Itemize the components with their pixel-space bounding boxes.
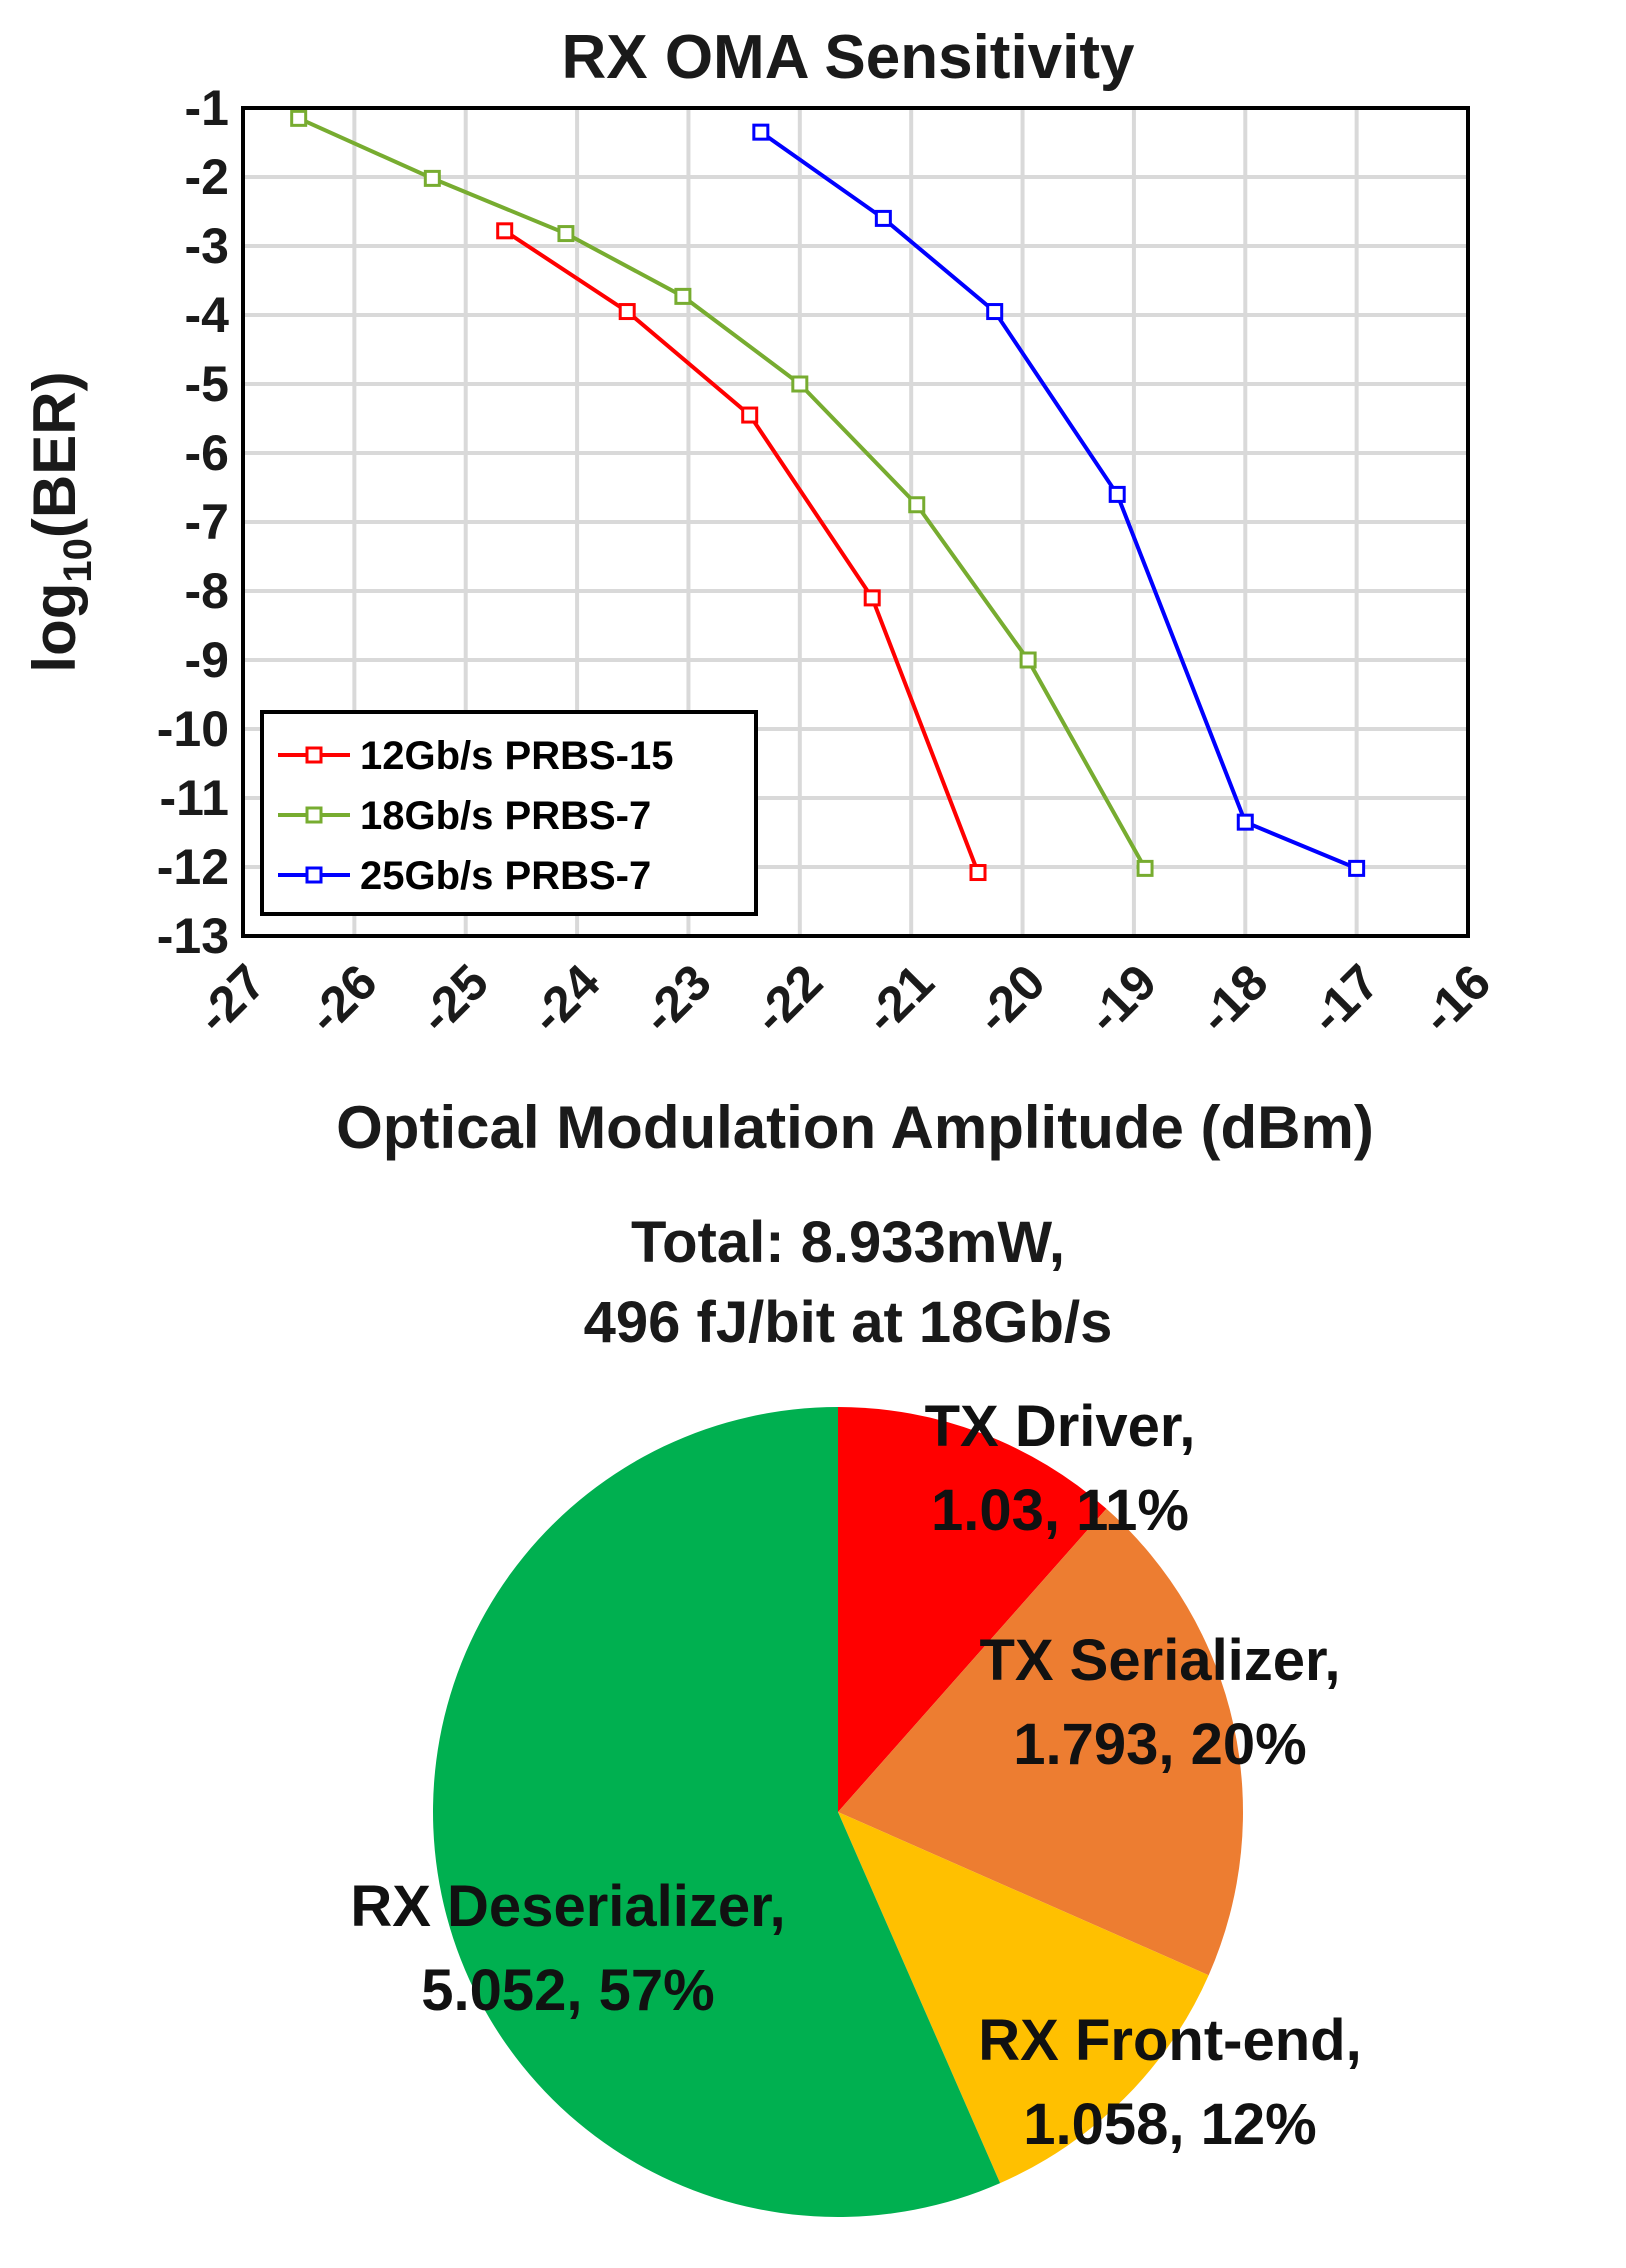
y-tick-label: -1 xyxy=(185,80,229,136)
series-group xyxy=(290,109,1366,882)
y-tick-label: -6 xyxy=(185,425,229,481)
data-point-18gb-s-prbs-7 xyxy=(1136,859,1154,877)
line-chart-title: RX OMA Sensitivity xyxy=(561,23,1135,92)
pie-label-rx-front-end-name: RX Front-end, xyxy=(978,2008,1361,2073)
data-point-18gb-s-prbs-7 xyxy=(791,375,809,393)
data-point-18gb-s-prbs-7 xyxy=(1019,651,1037,669)
x-tick-label: -19 xyxy=(1077,954,1168,1045)
y-tick-label: -4 xyxy=(185,287,230,343)
pie-labels: TX Driver, 1.03, 11% TX Serializer, 1.79… xyxy=(350,1394,1361,2157)
y-tick-label: -11 xyxy=(159,770,229,826)
pie-title-line-1: Total: 8.933mW, xyxy=(631,1210,1065,1275)
data-point-25gb-s-prbs-7 xyxy=(1108,485,1126,503)
y-axis-label-base: log xyxy=(21,583,88,673)
data-point-25gb-s-prbs-7 xyxy=(1348,859,1366,877)
x-tick-label: -26 xyxy=(297,954,388,1045)
y-axis-label-tail: (BER) xyxy=(21,371,88,538)
y-tick-label: -3 xyxy=(185,218,229,274)
legend-label-12gb-s-prbs-15: 12Gb/s PRBS-15 xyxy=(360,734,673,778)
y-tick-label: -7 xyxy=(185,494,229,550)
series-line-18gb-s-prbs-7 xyxy=(297,116,1147,870)
y-tick-label: -5 xyxy=(185,356,229,412)
x-tick-labels: -27 -26 -25 -24 -23 -22 -21 -20 -19 -18 -17 -16 xyxy=(186,953,1502,1044)
pie-title-line-2: 496 fJ/bit at 18Gb/s xyxy=(584,1290,1113,1355)
line-chart: RX OMA Sensitivity -1 -2 -3 -4 -5 -6 -7 -8 -9 -10… xyxy=(21,23,1501,1161)
pie-label-rx-deserializer-value: 5.052, 57% xyxy=(421,1958,714,2023)
data-point-18gb-s-prbs-7 xyxy=(423,169,441,187)
x-axis-label: Optical Modulation Amplitude (dBm) xyxy=(336,1094,1374,1161)
y-tick-label: -12 xyxy=(157,839,229,895)
pie-slice-tx-serializer xyxy=(838,1508,1243,1976)
pie-slice-rx-front-end xyxy=(838,1812,1209,2184)
x-tick-label: -20 xyxy=(965,954,1056,1045)
pie-label-rx-deserializer-name: RX Deserializer, xyxy=(350,1874,785,1939)
x-tick-label: -27 xyxy=(186,954,277,1045)
pie-slice-rx-deserializer xyxy=(433,1407,1001,2217)
pie-label-tx-driver-name: TX Driver, xyxy=(925,1394,1196,1459)
data-point-12gb-s-prbs-15 xyxy=(741,406,759,424)
y-tick-label: -10 xyxy=(157,701,229,757)
data-point-18gb-s-prbs-7 xyxy=(290,109,308,127)
y-tick-label: -9 xyxy=(185,632,229,688)
y-axis-label-subscript: 10 xyxy=(56,538,100,583)
series-line-25gb-s-prbs-7 xyxy=(759,130,1358,871)
data-point-12gb-s-prbs-15 xyxy=(618,303,636,321)
y-tick-label: -8 xyxy=(185,563,229,619)
y-tick-label: -13 xyxy=(157,908,229,964)
x-tick-label: -17 xyxy=(1299,954,1390,1045)
pie-slices xyxy=(433,1407,1243,2217)
data-point-25gb-s-prbs-7 xyxy=(874,209,892,227)
y-tick-labels: -1 -2 -3 -4 -5 -6 -7 -8 -9 -10 -11 -12 -13 xyxy=(157,80,229,964)
data-point-18gb-s-prbs-7 xyxy=(557,225,575,243)
legend-label-18gb-s-prbs-7: 18Gb/s PRBS-7 xyxy=(360,794,651,838)
legend-marker-25gb-s-prbs-7 xyxy=(305,866,323,884)
legend-marker-12gb-s-prbs-15 xyxy=(305,746,323,764)
data-point-25gb-s-prbs-7 xyxy=(752,123,770,141)
data-point-12gb-s-prbs-15 xyxy=(969,864,987,882)
data-point-25gb-s-prbs-7 xyxy=(986,303,1004,321)
pie-label-rx-front-end-value: 1.058, 12% xyxy=(1023,2092,1316,2157)
legend-label-25gb-s-prbs-7: 25Gb/s PRBS-7 xyxy=(360,854,651,898)
pie-slice-tx-driver xyxy=(838,1407,1107,1812)
x-tick-label: -23 xyxy=(631,954,722,1045)
x-tick-label: -25 xyxy=(408,954,499,1045)
legend: 12Gb/s PRBS-15 18Gb/s PRBS-7 25Gb/s PRBS-7 xyxy=(260,710,758,916)
x-tick-label: -22 xyxy=(742,954,833,1045)
legend-marker-18gb-s-prbs-7 xyxy=(305,806,323,824)
pie-label-tx-driver-value: 1.03, 11% xyxy=(931,1478,1189,1543)
x-tick-label: -21 xyxy=(854,954,945,1045)
pie-chart: Total: 8.933mW, 496 fJ/bit at 18Gb/s TX … xyxy=(350,1210,1362,2217)
x-tick-label: -18 xyxy=(1188,954,1279,1045)
x-tick-label: -24 xyxy=(520,953,611,1044)
y-axis-label: log10(BER) xyxy=(21,371,100,672)
plot-frame xyxy=(241,106,1470,938)
data-point-12gb-s-prbs-15 xyxy=(496,222,514,240)
data-point-18gb-s-prbs-7 xyxy=(908,496,926,514)
y-tick-label: -2 xyxy=(185,149,229,205)
pie-label-tx-serializer-name: TX Serializer, xyxy=(979,1628,1340,1693)
x-tick-label: -16 xyxy=(1411,954,1502,1045)
data-point-12gb-s-prbs-15 xyxy=(863,589,881,607)
data-point-18gb-s-prbs-7 xyxy=(674,287,692,305)
pie-label-tx-serializer-value: 1.793, 20% xyxy=(1013,1712,1306,1777)
data-point-25gb-s-prbs-7 xyxy=(1236,813,1254,831)
gridlines xyxy=(241,106,1470,938)
